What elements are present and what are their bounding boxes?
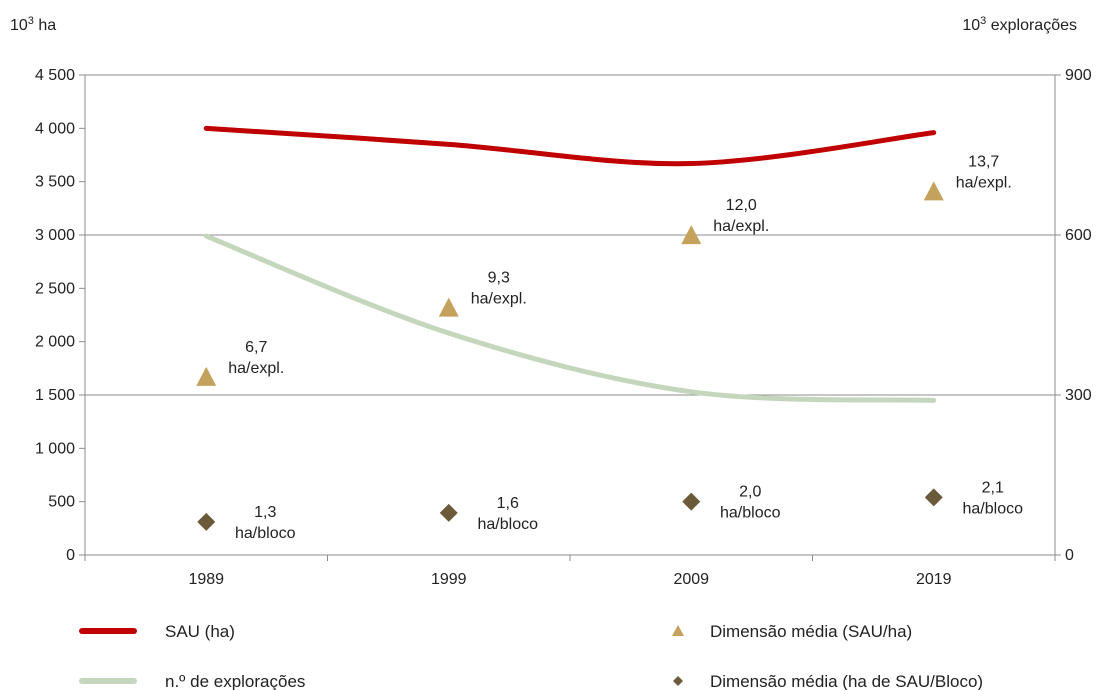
dimensao-sau-unit: ha/expl. [471,291,527,308]
legend-item-dimensao-bloco: Dimensão média (ha de SAU/Bloco) [673,672,983,690]
dimensao-bloco-value: 2,0 [739,484,761,501]
y-left-tick-label: 1 500 [35,387,75,404]
triangle-marker [923,181,944,201]
series [196,125,944,531]
y-right-unit: 103 explorações [962,15,1077,34]
dimensao-bloco-value: 2,1 [982,479,1004,496]
y-left-tick-label: 3 500 [35,174,75,191]
legend-label-exploracoes: n.º de explorações [165,672,305,690]
y-left-tick-label: 4 000 [35,120,75,137]
y-left-tick-label: 2 500 [35,280,75,297]
legend-label-sau: SAU (ha) [165,622,235,641]
legend: SAU (ha) n.º de explorações Dimensão méd… [79,622,983,690]
dimensao-bloco-value: 1,6 [497,495,519,512]
triangle-marker [681,225,702,245]
dimensao-bloco-unit: ha/bloco [235,525,296,542]
dimensao-sau-value: 6,7 [245,339,267,356]
dimensao-bloco-value: 1,3 [254,504,276,521]
legend-label-dimensao-bloco: Dimensão média (ha de SAU/Bloco) [710,672,983,690]
dimensao-sau-unit: ha/expl. [956,174,1012,191]
y-left-tick-label: 3 000 [35,227,75,244]
y-left-tick-label: 2 000 [35,334,75,351]
legend-swatch-triangle [672,625,684,636]
x-tick-label: 1999 [431,571,467,588]
series-line-sau [203,125,937,167]
triangle-marker [196,366,217,386]
y-left-tick-label: 500 [48,494,75,511]
dimensao-bloco-unit: ha/bloco [720,505,781,522]
y-left-tick-label: 4 500 [35,67,75,84]
axes: 0 500 1 000 1 500 2 000 2 500 3 000 3 500 4 000 4… [35,67,1092,588]
grid-lines [85,74,1055,396]
diamond-marker [924,488,943,507]
y-right-tick-label: 600 [1065,227,1092,244]
legend-item-exploracoes: n.º de explorações [79,672,305,690]
legend-item-sau: SAU (ha) [79,622,235,641]
dimensao-sau-value: 9,3 [488,270,510,287]
x-tick-label: 1989 [188,571,224,588]
legend-label-dimensao-sau: Dimensão média (SAU/ha) [710,622,912,641]
series-line-exploracoes [203,233,937,403]
y-right-tick-label: 900 [1065,67,1092,84]
y-left-tick-label: 1 000 [35,440,75,457]
dimensao-sau-unit: ha/expl. [713,218,769,235]
legend-swatch-diamond [673,676,683,686]
diamond-marker [197,512,216,531]
x-tick-label: 2009 [673,571,709,588]
diamond-marker [439,503,458,522]
y-left-tick-label: 0 [66,547,75,564]
x-tick-label: 2019 [916,571,952,588]
data-labels: 6,7 ha/expl. 9,3 ha/expl. 12,0 ha/expl. 13,7 ha… [228,153,1023,542]
triangle-marker [438,297,459,317]
y-right-tick-label: 0 [1065,547,1074,564]
legend-item-dimensao-sau: Dimensão média (SAU/ha) [672,622,912,641]
y-left-unit: 103 ha [10,15,56,34]
diamond-marker [682,492,701,511]
dimensao-sau-unit: ha/expl. [228,360,284,377]
dimensao-bloco-unit: ha/bloco [478,516,539,533]
dimensao-sau-value: 13,7 [968,153,999,170]
y-right-tick-label: 300 [1065,387,1092,404]
dimensao-sau-value: 12,0 [726,197,757,214]
dimensao-bloco-unit: ha/bloco [963,500,1024,517]
